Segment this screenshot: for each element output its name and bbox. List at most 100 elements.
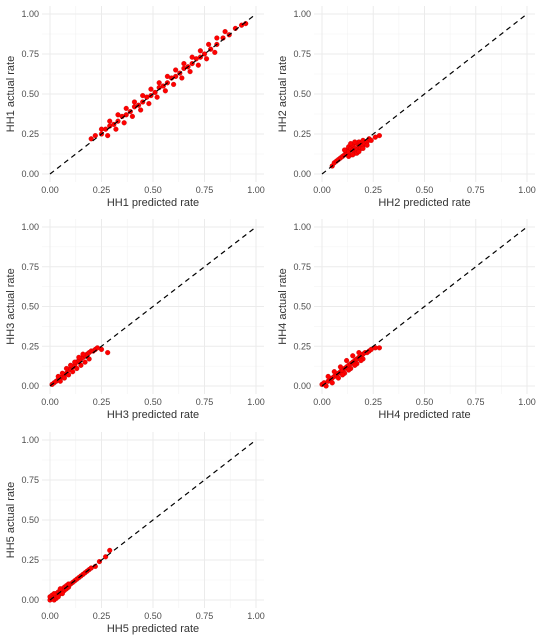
y-tick-label: 0.50	[21, 515, 39, 525]
panel-hh5: 0.00 0.25 0.50 0.75 1.00 0.00 0.25 0.50 0.75 1.00…	[5, 432, 265, 635]
data-point	[146, 101, 152, 107]
x-axis-label: HH5 predicted rate	[107, 623, 199, 635]
panel-hh4: 0.00 0.25 0.50 0.75 1.00 0.00 0.25 0.50 0.75 1.00…	[277, 219, 536, 421]
x-tick-label: 0.25	[364, 185, 382, 195]
data-point	[65, 372, 72, 378]
data-point	[171, 81, 177, 87]
y-tick-label: 0.25	[293, 129, 311, 139]
data-point	[76, 354, 82, 360]
x-axis-label: HH1 predicted rate	[107, 197, 199, 209]
y-tick-label: 0.25	[21, 129, 39, 139]
data-point	[78, 362, 84, 368]
data-point	[325, 373, 331, 380]
x-tick-label: 0.50	[144, 185, 162, 195]
y-tick-label: 0.75	[21, 49, 39, 59]
data-point	[63, 365, 70, 372]
data-point	[344, 358, 350, 364]
y-tick-label: 0.00	[21, 381, 39, 391]
data-point	[162, 88, 168, 94]
data-point	[86, 356, 92, 362]
x-tick-label: 0.75	[467, 397, 485, 407]
data-point	[195, 62, 201, 68]
y-tick-label: 1.00	[21, 222, 39, 232]
data-point	[113, 126, 119, 132]
data-point	[358, 358, 364, 364]
y-tick-label: 0.25	[21, 555, 39, 565]
data-point	[181, 61, 187, 67]
data-point	[368, 137, 374, 143]
y-tick-label: 1.00	[21, 435, 39, 445]
x-tick-label: 0.50	[416, 397, 434, 407]
data-point	[70, 369, 76, 375]
data-point	[376, 133, 382, 139]
data-point	[360, 145, 366, 151]
data-point	[55, 594, 61, 600]
data-point	[98, 346, 105, 352]
panel-hh1: 0.00 0.25 0.50 0.75 1.00 0.00 0.25 0.50 0.75 1.00…	[5, 6, 265, 209]
data-point	[121, 120, 127, 126]
y-tick-label: 0.50	[21, 89, 39, 99]
y-axis-label: HH4 actual rate	[277, 268, 289, 344]
y-tick-label: 0.25	[21, 341, 39, 351]
x-axis-label: HH2 predicted rate	[378, 197, 470, 209]
data-point	[98, 126, 105, 132]
data-point	[57, 378, 63, 384]
data-point	[115, 112, 121, 118]
data-point	[105, 133, 111, 139]
panel-hh3: 0.00 0.25 0.50 0.75 1.00 0.00 0.25 0.50 0.75 1.00…	[5, 219, 265, 421]
data-point	[107, 547, 113, 553]
y-tick-label: 1.00	[293, 222, 311, 232]
reference-line	[321, 13, 528, 175]
data-point	[156, 80, 162, 86]
data-point	[92, 133, 98, 139]
data-point	[140, 93, 146, 99]
y-tick-label: 0.75	[21, 475, 39, 485]
data-point	[65, 581, 72, 587]
reference-line	[49, 439, 257, 601]
data-point	[154, 94, 160, 100]
x-tick-label: 0.50	[144, 611, 162, 621]
data-point	[337, 364, 344, 370]
x-tick-label: 0.75	[196, 611, 214, 621]
y-axis-label: HH3 actual rate	[5, 268, 17, 344]
data-point	[214, 35, 220, 41]
x-axis-label: HH3 predicted rate	[107, 409, 199, 421]
data-point	[68, 362, 74, 368]
y-tick-label: 0.00	[21, 169, 39, 179]
data-point	[339, 372, 346, 378]
y-tick-label: 1.00	[21, 9, 39, 19]
data-point	[74, 365, 80, 372]
y-tick-label: 0.25	[293, 341, 311, 351]
x-tick-label: 1.00	[247, 611, 265, 621]
data-point	[352, 139, 358, 145]
reference-line	[49, 13, 257, 175]
x-tick-label: 1.00	[247, 397, 265, 407]
data-point	[80, 351, 86, 357]
y-axis-label: HH1 actual rate	[5, 56, 17, 132]
x-tick-label: 0.25	[364, 397, 382, 407]
x-tick-label: 0.75	[196, 185, 214, 195]
data-point	[164, 73, 170, 79]
data-point	[88, 136, 94, 142]
data-point	[152, 89, 158, 95]
x-tick-label: 0.00	[41, 611, 59, 621]
data-point	[376, 345, 382, 351]
data-point	[212, 49, 218, 55]
data-point	[107, 118, 113, 124]
data-point	[72, 359, 78, 365]
reference-line	[49, 226, 257, 387]
y-tick-label: 0.00	[21, 595, 39, 605]
data-point	[204, 56, 210, 62]
x-tick-label: 0.00	[313, 397, 331, 407]
data-point	[352, 362, 358, 368]
data-point	[57, 586, 63, 592]
x-tick-label: 1.00	[518, 397, 536, 407]
x-tick-label: 0.25	[93, 397, 111, 407]
x-tick-label: 0.25	[93, 611, 111, 621]
y-tick-label: 0.00	[293, 381, 311, 391]
y-tick-label: 0.50	[21, 302, 39, 312]
data-point	[179, 75, 185, 81]
data-point	[350, 353, 356, 359]
data-point	[173, 67, 179, 73]
